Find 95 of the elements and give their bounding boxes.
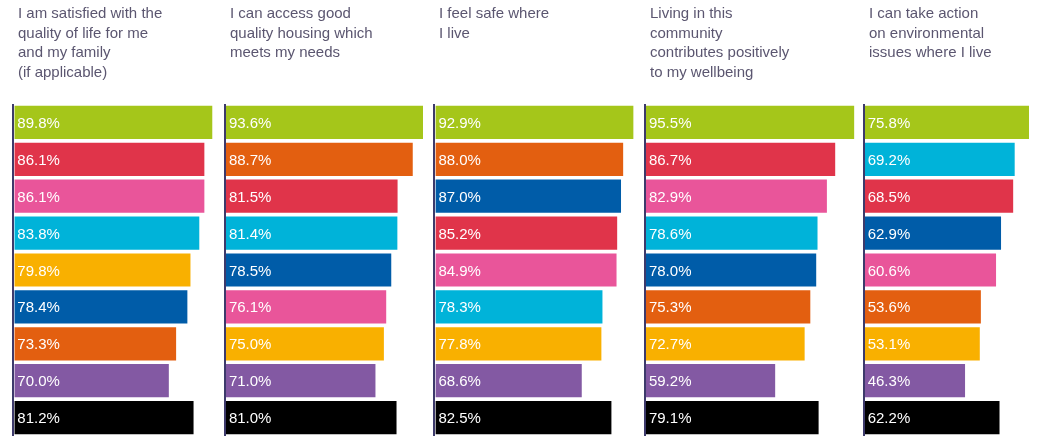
data-label: 79.8% bbox=[17, 261, 60, 279]
data-label: 60.6% bbox=[867, 261, 911, 279]
data-label: 62.9% bbox=[867, 224, 911, 242]
data-label: 78.5% bbox=[228, 261, 272, 279]
bar bbox=[225, 142, 413, 176]
bar bbox=[225, 179, 398, 213]
data-label: 81.0% bbox=[228, 409, 272, 427]
data-label: 68.6% bbox=[438, 372, 481, 390]
bar bbox=[645, 105, 855, 140]
data-label: 81.4% bbox=[228, 224, 272, 242]
bar bbox=[14, 400, 194, 435]
data-label: 78.6% bbox=[648, 224, 692, 242]
bar bbox=[645, 290, 811, 324]
bar bbox=[645, 142, 836, 176]
bar bbox=[435, 290, 603, 324]
data-label: 69.2% bbox=[867, 150, 911, 168]
data-label: 75.3% bbox=[648, 298, 692, 316]
data-label: 73.3% bbox=[17, 335, 60, 353]
chart-title: Living in this community contributes positively to my wellbeing bbox=[650, 4, 790, 80]
data-label: 87.0% bbox=[438, 187, 481, 205]
data-label: 71.0% bbox=[228, 372, 272, 390]
bar bbox=[645, 216, 818, 250]
bar bbox=[435, 327, 602, 361]
data-label: 46.3% bbox=[867, 372, 911, 390]
data-label: 77.8% bbox=[438, 335, 481, 353]
bar bbox=[435, 364, 582, 398]
data-label: 86.7% bbox=[648, 150, 692, 168]
chart-title: I can access good quality housing which meets my needs bbox=[230, 4, 373, 60]
data-label: 81.2% bbox=[17, 409, 60, 427]
chart-title: I can take action on environmental issues where I live bbox=[869, 4, 992, 60]
data-label: 78.4% bbox=[17, 298, 60, 316]
data-label: 82.9% bbox=[648, 187, 692, 205]
bar bbox=[864, 364, 966, 398]
bar bbox=[225, 364, 376, 398]
data-label: 92.9% bbox=[438, 113, 481, 131]
data-label: 75.0% bbox=[228, 335, 272, 353]
bar bbox=[14, 253, 191, 287]
data-label: 78.0% bbox=[648, 261, 692, 279]
chart-title: I feel safe where I live bbox=[439, 4, 550, 41]
bar bbox=[14, 327, 177, 361]
data-label: 76.1% bbox=[228, 298, 272, 316]
data-label: 79.1% bbox=[648, 409, 692, 427]
data-label: 88.7% bbox=[228, 150, 272, 168]
bar bbox=[435, 105, 634, 140]
data-label: 68.5% bbox=[867, 187, 911, 205]
bar bbox=[645, 179, 827, 213]
data-label: 53.1% bbox=[867, 335, 911, 353]
bar bbox=[864, 216, 1002, 250]
bar bbox=[435, 179, 622, 213]
bar bbox=[435, 142, 624, 176]
bar bbox=[864, 400, 1000, 435]
bar bbox=[14, 105, 213, 140]
bar bbox=[645, 327, 805, 361]
data-label: 59.2% bbox=[648, 372, 692, 390]
bar bbox=[225, 400, 397, 435]
bar bbox=[864, 253, 997, 287]
bar bbox=[864, 105, 1029, 140]
bar bbox=[435, 400, 612, 435]
bar bbox=[864, 290, 981, 324]
data-label: 88.0% bbox=[438, 150, 481, 168]
bar bbox=[14, 290, 188, 324]
bar bbox=[14, 142, 205, 176]
data-label: 62.2% bbox=[867, 409, 911, 427]
bar bbox=[225, 105, 424, 140]
bar bbox=[225, 327, 384, 361]
data-label: 84.9% bbox=[438, 261, 481, 279]
bar bbox=[225, 253, 392, 287]
bar bbox=[225, 216, 398, 250]
data-label: 78.3% bbox=[438, 298, 481, 316]
bar bbox=[435, 216, 618, 250]
data-label: 83.8% bbox=[17, 224, 60, 242]
data-label: 82.5% bbox=[438, 409, 481, 427]
bar bbox=[645, 253, 817, 287]
bar bbox=[14, 216, 200, 250]
data-label: 72.7% bbox=[648, 335, 692, 353]
data-label: 70.0% bbox=[17, 372, 60, 390]
data-label: 75.8% bbox=[867, 113, 911, 131]
data-label: 86.1% bbox=[17, 187, 60, 205]
bar bbox=[645, 400, 819, 435]
data-label: 53.6% bbox=[867, 298, 911, 316]
bar bbox=[435, 253, 617, 287]
data-label: 86.1% bbox=[17, 150, 60, 168]
bar bbox=[864, 179, 1014, 213]
bar bbox=[864, 142, 1015, 176]
bar bbox=[14, 364, 169, 398]
chart-title: I am satisfied with the quality of life for me and my family (if applicable) bbox=[18, 4, 163, 80]
bar bbox=[14, 179, 205, 213]
bar bbox=[645, 364, 776, 398]
data-label: 93.6% bbox=[228, 113, 272, 131]
bar bbox=[225, 290, 387, 324]
data-label: 81.5% bbox=[228, 187, 272, 205]
data-label: 89.8% bbox=[17, 113, 60, 131]
bar bbox=[864, 327, 980, 361]
data-label: 95.5% bbox=[648, 113, 692, 131]
data-label: 85.2% bbox=[438, 224, 481, 242]
